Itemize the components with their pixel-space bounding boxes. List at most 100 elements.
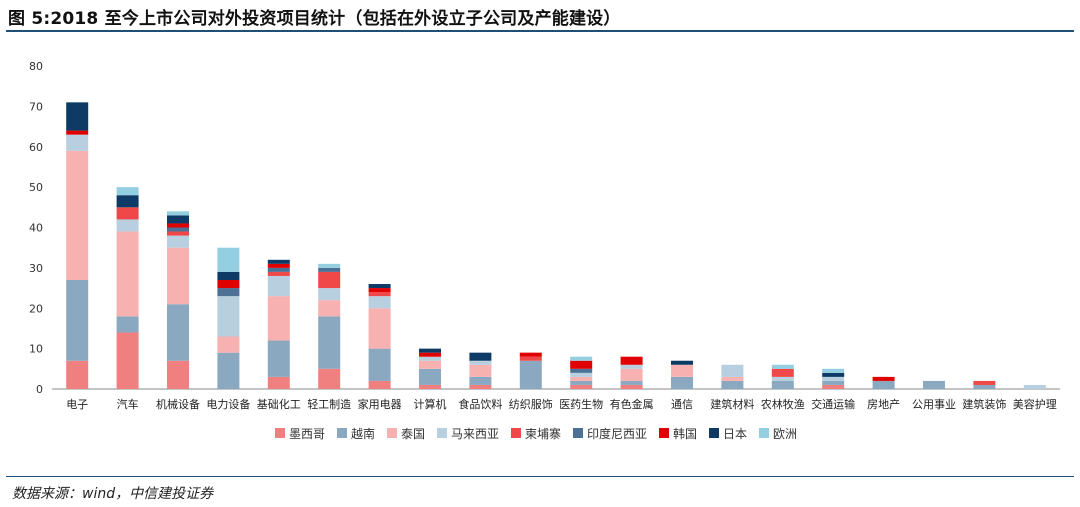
bar-segment [368,308,391,349]
x-category-label: 机械设备 [156,397,200,411]
bar-segment [872,380,895,389]
x-category-label: 建筑装饰 [962,397,1006,411]
bar-segment [620,384,643,389]
legend-swatch [709,428,719,438]
x-category-label: 汽车 [117,397,139,411]
x-category-label: 电力设备 [206,397,250,411]
bar-segment [267,340,290,377]
bar-segment [469,384,492,389]
y-tick-label: 0 [36,383,43,396]
bar-segment [771,364,794,369]
y-tick-label: 40 [29,222,43,235]
x-category-label: 食品饮料 [458,397,502,411]
bar-segment [620,368,643,381]
bar-segment [66,102,89,131]
y-tick-label: 30 [29,262,43,275]
bar-segment [318,300,341,317]
y-tick-label: 80 [29,60,43,73]
bar-segment [267,296,290,341]
bar-segment [469,360,492,365]
figure-title: 图 5:2018 至今上市公司对外投资项目统计（包括在外设立子公司及产能建设） [8,9,621,29]
x-category-label: 医药生物 [559,397,603,411]
bar-segment [419,360,441,369]
bar-segment [570,380,593,385]
bar-segment [570,356,593,361]
legend: 墨西哥 越南 泰国 马来西亚 柬埔寨 印度尼西亚 韩国 日本 欧洲 [275,426,797,441]
bar-segment [822,380,845,385]
bar-segment [368,288,391,293]
legend-label: 泰国 [401,427,425,441]
bar-segment [570,376,593,381]
bar-segment [570,372,593,377]
footer-rule [6,476,1074,477]
x-category-label: 电子 [66,398,88,411]
bar-segment [822,384,845,389]
x-category-label: 纺织服饰 [509,397,553,411]
bar-segment [318,288,341,301]
bar-segment [167,247,189,305]
bar-segment [66,134,89,151]
bar-segment [116,219,139,232]
y-tick-label: 70 [29,100,43,113]
bar-segment [167,231,189,236]
bar-segment [419,356,441,361]
bar-segment [217,271,240,280]
bar-segment [721,380,744,389]
bar-segment [368,284,391,289]
x-category-label: 建筑材料 [710,397,754,411]
legend-label: 日本 [723,427,747,441]
x-category-label: 轻工制造 [307,397,351,411]
legend-label: 韩国 [673,426,697,441]
bar-segment [116,231,139,317]
y-tick-label: 20 [29,302,43,315]
legend-swatch [437,428,447,438]
x-category-label: 通信 [671,398,693,411]
bars-group [66,102,1046,389]
x-category-label: 家用电器 [358,397,402,411]
bar-segment [217,279,240,289]
bar-segment [570,384,593,389]
legend-swatch [511,428,521,438]
bar-segment [671,364,693,377]
bar-segment [217,336,240,353]
x-category-label: 农林牧渔 [761,397,805,411]
bar-segment [721,364,744,377]
bar-segment [368,296,391,309]
bar-segment [368,292,391,297]
bar-segment [822,376,845,381]
bar-segment [519,360,542,389]
bar-segment [217,352,240,389]
bar-segment [66,130,89,135]
bar-segment [822,372,845,377]
bar-segment [469,376,492,385]
bar-segment [217,296,240,337]
legend-swatch [659,428,669,438]
bar-segment [267,267,290,272]
legend-swatch [275,428,285,438]
x-category-label: 有色金属 [610,397,654,411]
y-tick-label: 60 [29,141,43,154]
bar-segment [116,187,139,196]
bar-segment [671,360,693,365]
bar-segment [771,380,794,389]
bar-segment [469,352,492,361]
bar-segment [570,360,593,369]
legend-label: 柬埔寨 [525,426,561,441]
legend-label: 印度尼西亚 [587,426,647,441]
bar-segment [923,380,945,389]
bar-segment [368,348,391,381]
bar-segment [167,223,189,228]
bar-segment [419,368,441,385]
bar-segment [771,376,794,381]
x-category-label: 房地产 [867,397,900,411]
bar-segment [66,150,89,280]
title-rule [6,30,1074,32]
y-axis: 0 10 20 30 40 50 60 70 80 [29,60,43,396]
source-note: 数据来源：wind，中信建投证券 [12,486,214,502]
bar-segment [519,352,542,357]
bar-segment [1023,384,1046,389]
legend-swatch [337,428,347,438]
legend-label: 越南 [351,426,375,441]
bar-segment [217,247,240,272]
y-tick-label: 50 [29,181,43,194]
